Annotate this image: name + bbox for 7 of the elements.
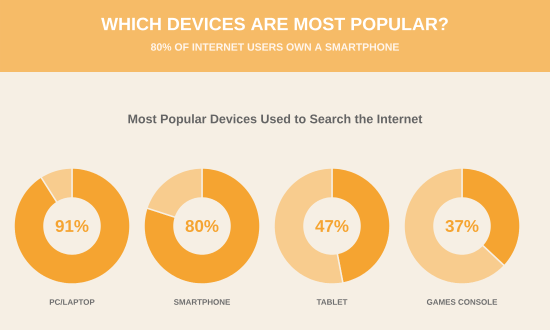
text: 37% <box>445 220 479 232</box>
text: 47% <box>315 220 349 232</box>
text: Most Popular Devices Used to Search the Internet <box>128 114 422 126</box>
text: WHICH DEVICES ARE MOST POPULAR? <box>101 18 448 30</box>
text: 80% <box>186 220 218 232</box>
text: 91% <box>56 220 88 232</box>
text: 80% OF INTERNET USERS OWN A SMARTPHONE <box>150 43 399 51</box>
